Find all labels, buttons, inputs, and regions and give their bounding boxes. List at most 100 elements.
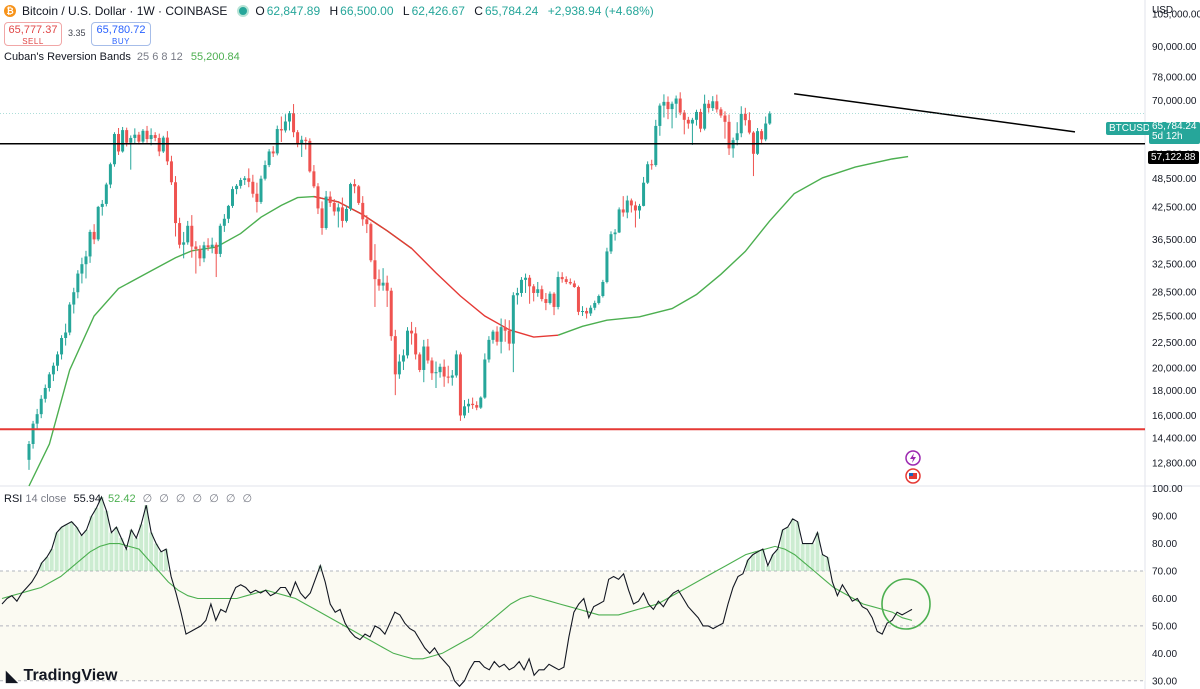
candle (682, 110, 686, 135)
candle (426, 338, 430, 364)
rsi-tick-label: 70.00 (1152, 567, 1177, 578)
candle-body (226, 205, 230, 219)
indicator-legend[interactable]: Cuban's Reversion Bands 25 6 8 12 55,200… (4, 51, 240, 63)
candle (406, 327, 410, 359)
last-price: 65,784.24 (1152, 121, 1197, 132)
candle-body (446, 376, 450, 378)
candle-body (108, 164, 112, 185)
candle (678, 92, 682, 116)
candle-body (55, 354, 59, 366)
candle (344, 205, 348, 223)
candle (104, 182, 108, 207)
candle-body (210, 244, 214, 248)
candle (711, 96, 715, 111)
bar-countdown: 5d 12h (1152, 131, 1183, 142)
candle-body (633, 205, 637, 211)
candle (756, 127, 760, 155)
trendline[interactable] (794, 93, 1076, 133)
candle-body (613, 232, 617, 235)
candle-body (760, 131, 764, 140)
price-tick-label: 90,000.00 (1152, 42, 1197, 53)
candle (532, 284, 536, 302)
candle-body (267, 151, 271, 166)
candle-body (222, 218, 226, 226)
candle (650, 159, 654, 170)
candles (27, 92, 772, 470)
buy-price: 65,780.72 (96, 24, 146, 36)
candle-body (703, 103, 707, 129)
candle (169, 155, 173, 185)
candle (55, 351, 59, 372)
candle (369, 222, 373, 263)
price-axis[interactable]: 105,000.0090,000.0078,000.0070,000.0060,… (1152, 9, 1200, 469)
candle (174, 176, 178, 237)
candle (621, 196, 625, 217)
indicator-params: 25 6 8 12 (136, 51, 183, 63)
candle-body (487, 339, 491, 360)
currency-label[interactable]: USD (1152, 5, 1174, 16)
candle-body (625, 200, 629, 213)
candle-body (650, 164, 654, 166)
candle-body (511, 295, 515, 344)
candle-body (642, 182, 646, 206)
rsi-tick-label: 100.00 (1152, 484, 1183, 495)
candle (719, 107, 723, 118)
candle-body (145, 130, 149, 140)
candle (100, 199, 104, 216)
rsi-overbought-fill (39, 497, 830, 571)
event-markers[interactable] (905, 450, 921, 484)
drawn-lines[interactable] (0, 93, 1145, 431)
lightning-event-icon[interactable] (905, 450, 921, 466)
candle-body (320, 208, 324, 229)
price-tick-label: 32,500.00 (1152, 260, 1197, 271)
candle (410, 321, 414, 345)
rsi-legend[interactable]: RSI 14 close 55.94 52.42 ∅ ∅ ∅ ∅ ∅ ∅ ∅ (4, 492, 254, 505)
candle (690, 117, 694, 145)
candle (414, 327, 418, 360)
symbol-title[interactable]: Bitcoin / U.S. Dollar · 1W · COINBASE (22, 4, 228, 18)
rsi-annotation-circle[interactable] (881, 578, 931, 630)
candle (760, 129, 764, 145)
candle-body (353, 184, 357, 187)
candle-body (68, 304, 72, 333)
candle-body (206, 245, 210, 248)
candle (666, 96, 670, 120)
buy-button[interactable]: 65,780.72 BUY (91, 22, 151, 46)
candle-body (678, 98, 682, 113)
buy-label: BUY (112, 37, 130, 46)
candle-body (312, 171, 316, 187)
bitcoin-icon: ₿ (4, 5, 16, 17)
candle-body (532, 286, 536, 293)
candle-body (117, 133, 121, 152)
sell-button[interactable]: 65,777.37 SELL (4, 22, 62, 46)
candle (267, 149, 271, 168)
candle-body (377, 279, 381, 286)
candle-body (47, 374, 51, 388)
candle (401, 349, 405, 370)
rsi-ma-value: 52.42 (108, 493, 136, 505)
last-price-tag: 65,784.24 5d 12h (1149, 122, 1200, 144)
candle-body (231, 189, 234, 206)
candle-body (686, 119, 690, 124)
candle (133, 128, 137, 144)
candle (80, 257, 84, 284)
price-tick-label: 22,500.00 (1152, 338, 1197, 349)
candle (552, 292, 556, 316)
price-tick-label: 70,000.00 (1152, 96, 1197, 107)
candle-body (186, 225, 190, 243)
candle (149, 128, 153, 146)
candle (739, 106, 743, 138)
candle-body (601, 281, 605, 296)
candle (568, 278, 572, 285)
candle (283, 114, 287, 133)
candle-body (393, 336, 397, 375)
rsi-axis[interactable]: 100.00 90.00 80.00 70.00 60.00 50.00 40.00 30.0… (1152, 484, 1183, 687)
candle-body (564, 279, 568, 282)
candle-body (507, 330, 511, 344)
us-flag-event-icon[interactable] (905, 468, 921, 484)
live-status-icon (237, 5, 250, 17)
rsi-tick-label: 60.00 (1152, 594, 1177, 605)
candle (210, 237, 214, 254)
candle (768, 111, 772, 125)
